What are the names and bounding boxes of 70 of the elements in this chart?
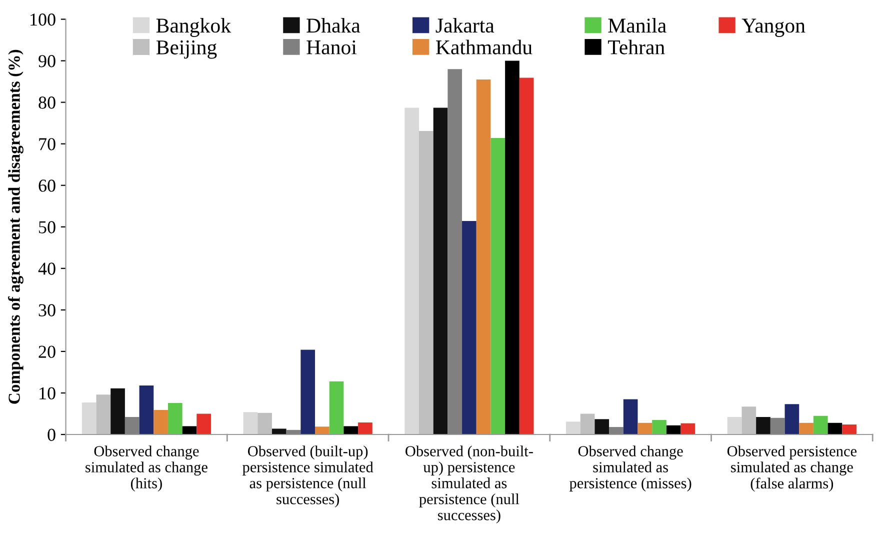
bar [344,426,358,434]
bar [505,60,520,434]
bar [490,138,506,434]
x-tick-label: Observed (non-built- up) persistence simulated as persistence (null successes) [406,446,533,524]
bar [404,108,419,434]
y-tick-label: 20 [38,346,56,358]
bar [770,418,785,434]
bar [258,412,272,434]
bar [196,414,212,434]
bar [110,388,125,434]
bar [168,402,182,434]
bar [154,410,168,434]
bar [813,416,828,434]
y-tick-label: 30 [38,304,56,316]
bar [623,399,638,434]
y-tick-label: 10 [40,387,56,400]
bar [784,404,800,434]
bar [566,422,580,434]
bar [594,419,610,434]
x-tick-label: Observed (built-up) persistence simulated as persistence (null successes) [242,446,374,508]
bar [828,422,842,434]
legend-label: Bangkok [156,18,232,37]
bar [580,414,595,434]
bar [82,402,96,434]
bar [182,426,197,434]
y-tick-label: 70 [39,138,56,150]
y-tick-label: 0 [48,428,56,441]
bar [727,417,742,434]
bar [300,350,315,434]
legend-label: Jakarta [436,18,494,33]
bar [329,381,344,434]
y-tick-label: 100 [30,14,56,26]
y-tick-label: 80 [38,96,56,109]
bar [666,425,681,434]
x-tick-label: Observed change simulated as change (hits) [86,446,208,492]
x-tick-label: Observed change simulated as persistence (misses) [570,446,692,492]
bar [272,428,286,434]
legend-label: Yangon [742,18,806,37]
bar [652,420,666,434]
bar [756,417,770,434]
legend-label: Tehran [608,40,665,54]
bar [243,412,258,434]
bar [96,394,111,434]
legend-label: Manila [608,18,666,33]
y-tick-label: 40 [38,262,56,275]
legend-label: Kathmandu [436,40,532,54]
bar [139,386,154,434]
bar [742,406,756,434]
bar [418,130,434,434]
legend-label: Beijing [156,40,217,59]
bar [842,424,856,434]
bar [358,422,372,434]
legend-label: Dhaka [306,18,360,33]
bar [638,422,652,434]
y-tick-label: 60 [38,180,56,192]
bar [462,221,476,434]
bar [680,423,696,434]
y-tick-label: 50 [39,221,56,234]
y-axis-title: Components of agreement and disagreements (%) [8,50,24,404]
bar [124,417,140,434]
bar [476,79,491,434]
bar [799,422,814,434]
bar [519,78,534,434]
legend-label: Hanoi [306,40,357,54]
y-tick-label: 90 [38,55,56,68]
x-tick-label: Observed persistence simulated as change (false alarms) [727,446,857,492]
bar [433,108,448,434]
bar [609,427,624,434]
bar [448,69,462,434]
bar [315,426,330,434]
